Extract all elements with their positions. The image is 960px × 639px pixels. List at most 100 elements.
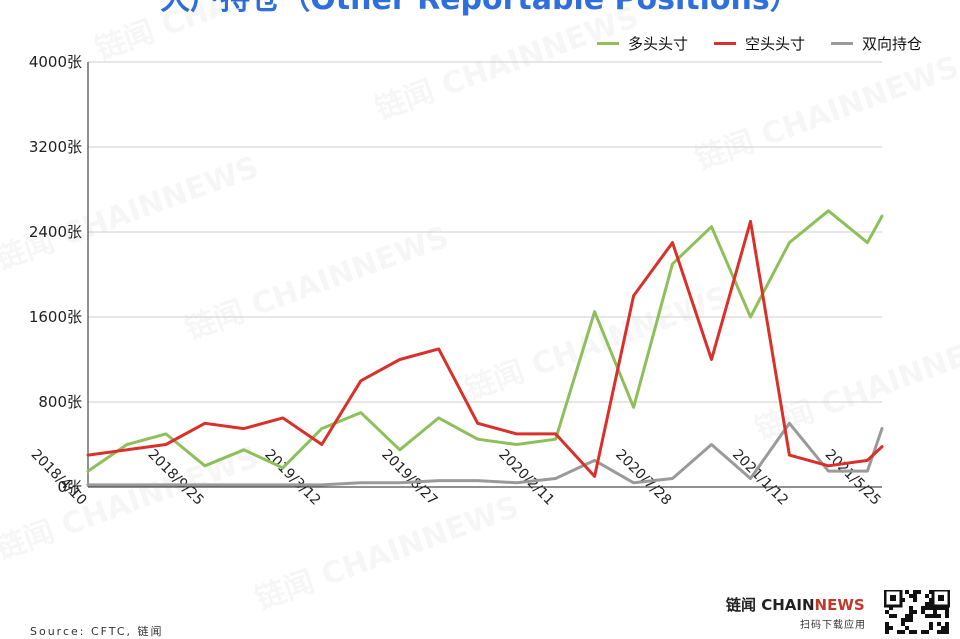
x-tick-label: 2019/3/12 — [261, 447, 323, 509]
qr-code-icon — [884, 590, 950, 634]
qr-cell — [913, 598, 917, 602]
brand-accent: NEWS — [814, 596, 865, 614]
brand-logo: 链闻 CHAINNEWS — [726, 594, 865, 615]
qr-cell — [913, 630, 917, 634]
watermark-text: 链闻 CHAINNEWS — [251, 490, 524, 618]
qr-finder-dot — [890, 595, 896, 601]
qr-cell — [913, 610, 917, 614]
qr-cell — [909, 630, 913, 634]
watermark-text: 链闻 CHAINNEWS — [751, 320, 960, 448]
qr-cell — [937, 622, 941, 626]
qr-cell — [921, 610, 925, 614]
legend-label-spread: 双向持仓 — [861, 35, 922, 53]
qr-cell — [937, 606, 941, 610]
qr-cell — [925, 602, 929, 606]
qr-cell — [901, 622, 905, 626]
qr-cell — [933, 606, 937, 610]
series-line-spread — [86, 421, 884, 487]
qr-cell — [909, 618, 913, 622]
qr-cell — [941, 630, 945, 634]
y-tick-label: 4000张 — [29, 53, 82, 71]
qr-cell — [945, 630, 949, 634]
qr-cell — [929, 606, 933, 610]
qr-cell — [937, 614, 941, 618]
qr-cell — [897, 630, 901, 634]
qr-cell — [917, 590, 921, 594]
qr-cell — [929, 590, 933, 594]
y-axis-ticks: 0张 800张 1600张 2400张 3200张 4000张 — [29, 53, 82, 496]
qr-cell — [945, 622, 949, 626]
y-tick-label: 3200张 — [29, 138, 82, 156]
watermark-text: 链闻 CHAINNEWS — [371, 0, 644, 128]
qr-cell — [929, 602, 933, 606]
qr-cell — [905, 614, 909, 618]
series-line-long — [86, 209, 884, 473]
qr-cell — [929, 622, 933, 626]
watermark-text: 链闻 CHAINNEWS — [691, 50, 960, 178]
legend-item-long: 多头头寸 — [596, 33, 688, 54]
legend-item-short: 空头头寸 — [713, 33, 805, 54]
qr-cell — [885, 610, 889, 614]
legend-item-spread: 双向持仓 — [830, 33, 922, 54]
qr-cell — [893, 614, 897, 618]
qr-cell — [901, 618, 905, 622]
qr-cell — [889, 614, 893, 618]
qr-cell — [913, 590, 917, 594]
qr-cell — [913, 594, 917, 598]
watermark-text: 链闻 CHAINNEWS — [0, 150, 263, 278]
qr-cell — [937, 630, 941, 634]
x-tick-label: 2021/1/12 — [729, 447, 791, 509]
qr-finder-dot — [938, 595, 944, 601]
qr-cell — [909, 614, 913, 618]
qr-cell — [945, 606, 949, 610]
y-tick-label: 800张 — [38, 393, 82, 411]
watermark-text: 链闻 CHAINNEWS — [181, 220, 454, 348]
qr-cell — [933, 614, 937, 618]
qr-cell — [909, 610, 913, 614]
legend-label-long: 多头头寸 — [627, 35, 688, 53]
qr-cell — [889, 606, 893, 610]
qr-cell — [945, 614, 949, 618]
grid-lines — [88, 61, 882, 488]
qr-cell — [925, 606, 929, 610]
series-lines — [86, 209, 884, 487]
legend-swatch-long — [596, 42, 619, 45]
qr-cell — [905, 626, 909, 630]
qr-cell — [941, 606, 945, 610]
qr-cell — [901, 598, 905, 602]
y-tick-label: 1600张 — [29, 308, 82, 326]
qr-cell — [889, 626, 893, 630]
x-tick-label: 2019/8/27 — [378, 447, 440, 509]
qr-cell — [941, 626, 945, 630]
watermark-text: 链闻 CHAINNEWS — [91, 0, 364, 68]
legend-swatch-short — [713, 42, 736, 45]
qr-cell — [921, 606, 925, 610]
x-tick-label: 2020/7/28 — [612, 447, 674, 509]
legend-label-short: 空头头寸 — [744, 35, 805, 53]
qr-cell — [925, 630, 929, 634]
qr-cell — [909, 594, 913, 598]
brand-main: 链闻 CHAIN — [726, 596, 815, 614]
source-note: Source: CFTC, 链闻 — [30, 625, 164, 638]
qr-cell — [945, 626, 949, 630]
qr-cell — [909, 606, 913, 610]
qr-cell — [945, 610, 949, 614]
qr-cell — [925, 614, 929, 618]
series-line-short — [86, 219, 884, 478]
y-tick-label: 0张 — [57, 478, 82, 496]
legend-swatch-spread — [830, 42, 853, 45]
qr-cell — [929, 614, 933, 618]
qr-cell — [905, 590, 909, 594]
qr-cell — [885, 626, 889, 630]
qr-cell — [901, 630, 905, 634]
legend: 多头头寸 空头头寸 双向持仓 — [596, 33, 922, 54]
y-tick-label: 2400张 — [29, 223, 82, 241]
qr-cell — [905, 618, 909, 622]
qr-cell — [885, 630, 889, 634]
qr-cell — [921, 630, 925, 634]
chart-title: 大户持仓（Other Reportable Positions） — [0, 0, 960, 18]
qr-cell — [933, 610, 937, 614]
qr-cell — [929, 626, 933, 630]
